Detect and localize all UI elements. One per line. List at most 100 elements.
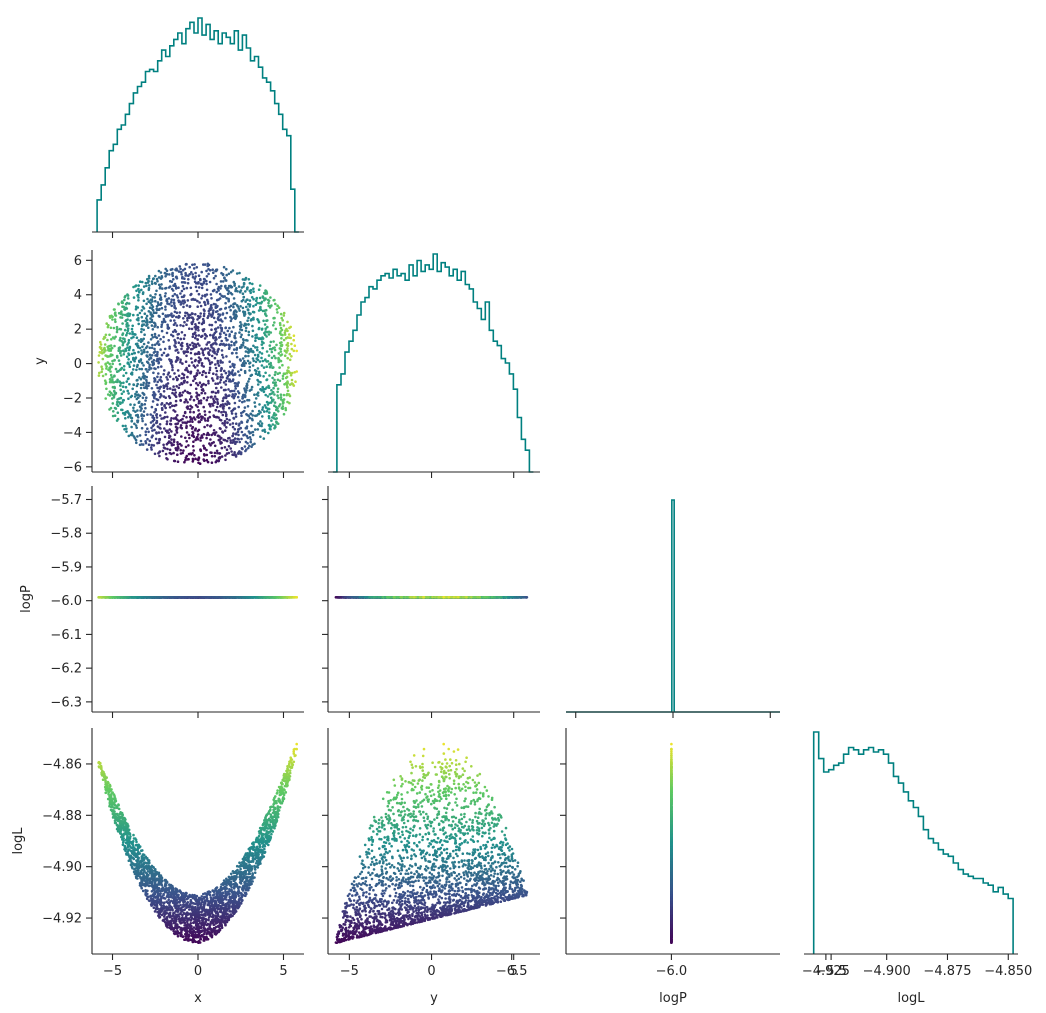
scatter-point	[156, 441, 159, 445]
scatter-point	[105, 387, 108, 391]
scatter-point	[130, 420, 133, 423]
scatter-point	[197, 402, 201, 405]
scatter-point	[190, 395, 193, 398]
scatter-point	[137, 322, 140, 326]
scatter-point	[194, 403, 198, 407]
scatter-point	[235, 596, 239, 599]
scatter-point	[162, 390, 166, 393]
scatter-point	[185, 440, 188, 443]
scatter-point	[196, 364, 199, 367]
scatter-point	[197, 350, 200, 354]
scatter-point	[266, 395, 270, 398]
scatter-point	[244, 346, 247, 349]
scatter-point	[220, 366, 223, 370]
scatter-point	[182, 324, 185, 328]
scatter-point	[163, 403, 166, 407]
scatter-point	[173, 310, 177, 314]
scatter-point	[273, 373, 277, 377]
scatter-point	[151, 393, 155, 397]
scatter-point	[234, 387, 237, 390]
scatter-point	[149, 421, 153, 424]
scatter-point	[292, 338, 296, 342]
scatter-point	[265, 378, 269, 381]
scatter-point	[226, 329, 230, 333]
scatter-point	[246, 419, 250, 422]
scatter-point	[156, 375, 159, 379]
scatter-point	[168, 422, 172, 426]
scatter-point	[215, 353, 219, 356]
scatter-point	[269, 425, 273, 428]
scatter-point	[205, 282, 208, 286]
scatter-point	[270, 304, 273, 307]
scatter-point	[198, 344, 201, 347]
scatter-point	[222, 396, 226, 399]
scatter-point	[128, 365, 132, 369]
scatter-point	[181, 372, 184, 376]
scatter-point	[242, 341, 245, 345]
scatter-point	[137, 299, 140, 302]
scatter-point	[166, 387, 169, 391]
scatter-point	[265, 365, 269, 369]
scatter-point	[154, 299, 157, 303]
scatter-point	[269, 296, 272, 299]
scatter-point	[251, 414, 254, 417]
scatter-point	[154, 274, 157, 278]
scatter-point	[195, 381, 198, 385]
scatter-point	[196, 383, 200, 387]
scatter-point	[258, 374, 262, 377]
scatter-point	[108, 390, 112, 394]
scatter-point	[146, 413, 149, 416]
scatter-point	[174, 360, 178, 363]
scatter-point	[267, 416, 271, 420]
scatter-point	[221, 312, 225, 315]
scatter-point	[161, 287, 164, 290]
scatter-point	[195, 395, 198, 398]
scatter-point	[265, 314, 268, 318]
scatter-point	[216, 389, 220, 393]
scatter-point	[164, 292, 167, 295]
scatter-point	[286, 347, 289, 350]
scatter-point	[248, 303, 252, 306]
scatter-point	[148, 306, 152, 310]
scatter-point	[149, 413, 152, 416]
scatter-point	[184, 360, 188, 364]
scatter-point	[196, 314, 200, 318]
scatter-point	[150, 387, 154, 390]
scatter-point	[242, 409, 246, 413]
scatter-point	[248, 281, 252, 285]
scatter-point	[266, 319, 269, 322]
scatter-point	[216, 359, 220, 363]
scatter-point	[249, 312, 252, 316]
scatter-point	[195, 266, 199, 269]
scatter-point	[238, 374, 241, 377]
scatter-point	[280, 337, 283, 340]
scatter-point	[249, 291, 252, 295]
scatter-point	[251, 282, 254, 286]
scatter-point	[264, 297, 267, 300]
scatter-point	[270, 350, 274, 354]
scatter-point	[263, 404, 267, 407]
scatter-point	[202, 308, 206, 312]
scatter-point	[180, 435, 183, 438]
scatter-point	[242, 338, 245, 342]
scatter-point	[189, 286, 193, 290]
scatter-point	[261, 346, 265, 350]
scatter-point	[192, 379, 195, 383]
scatter-point	[155, 383, 158, 387]
scatter-point	[269, 364, 273, 367]
scatter-point	[162, 317, 166, 321]
scatter-point	[178, 596, 182, 599]
scatter-point	[261, 359, 265, 363]
scatter-point	[277, 352, 281, 355]
scatter-point	[274, 370, 277, 374]
scatter-point	[132, 596, 135, 599]
scatter-point	[104, 382, 107, 386]
scatter-point	[249, 438, 253, 441]
scatter-point	[235, 351, 238, 355]
scatter-point	[220, 386, 223, 389]
scatter-point	[261, 408, 264, 411]
scatter-point	[130, 352, 134, 356]
scatter-point	[208, 403, 212, 406]
scatter-point	[288, 352, 292, 356]
scatter-point	[279, 396, 283, 399]
